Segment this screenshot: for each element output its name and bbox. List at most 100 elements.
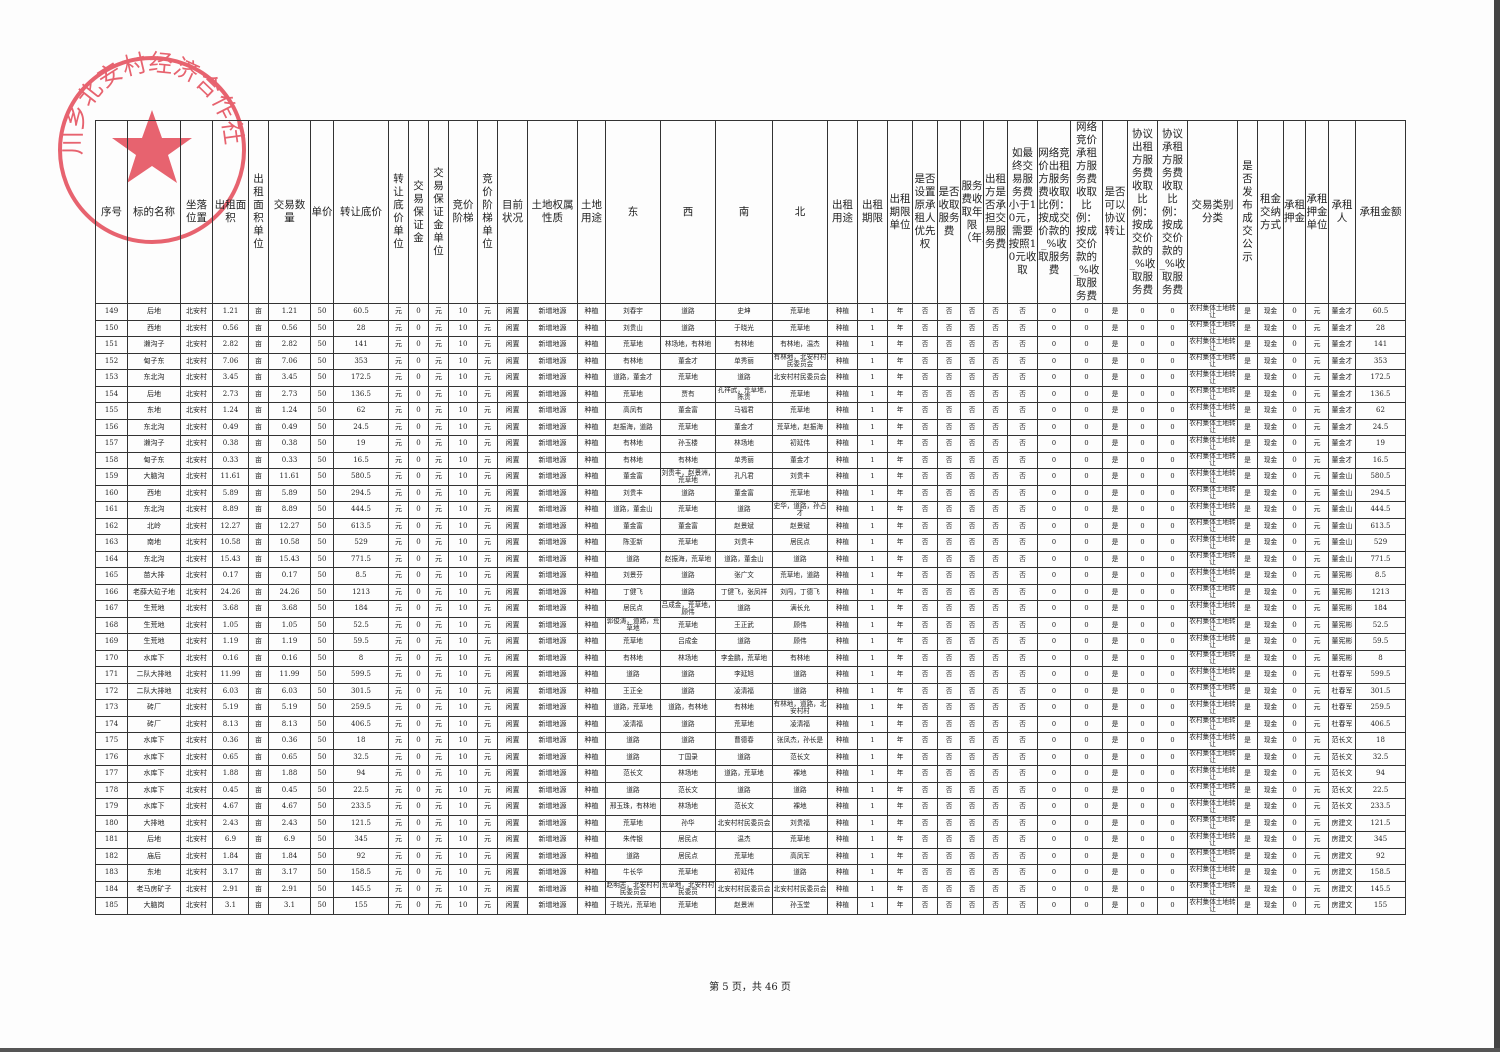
- table-cell: 道路: [772, 864, 828, 882]
- table-cell: 157: [95, 435, 128, 453]
- table-cell: 北安村: [180, 468, 213, 486]
- table-cell: 否: [1007, 699, 1038, 717]
- table-cell: 丁健飞: [605, 583, 661, 601]
- table-cell: 184: [333, 600, 389, 618]
- table-cell: 0: [1037, 484, 1071, 502]
- table-cell: 52.5: [333, 616, 389, 634]
- table-cell: 10: [448, 567, 478, 585]
- table-cell: 亩: [248, 352, 269, 370]
- table-cell: 濑沟子: [127, 435, 181, 453]
- table-cell: 董宪彬: [1328, 567, 1356, 585]
- table-cell: 否: [960, 534, 984, 552]
- table-cell: 现金: [1257, 600, 1284, 618]
- table-cell: 荒草地: [715, 715, 773, 733]
- table-cell: 董金才: [1328, 435, 1356, 453]
- table-cell: 闲置: [497, 831, 528, 849]
- table-cell: 否: [937, 880, 961, 898]
- table-cell: 0: [1157, 814, 1188, 832]
- table-cell: 否: [983, 682, 1008, 700]
- table-cell: 元: [477, 567, 498, 585]
- table-cell: 否: [960, 385, 984, 403]
- table-cell: 元: [388, 880, 409, 898]
- table-row: 163 南地 北安村 10.58 亩 10.58 50 529 元 0 元 10 元闲置 新增地源 种植 陈亚…: [95, 534, 1406, 552]
- table-cell: 613.5: [1355, 517, 1406, 535]
- table-cell: 北安村: [180, 385, 213, 403]
- table-cell: 元: [1305, 616, 1329, 634]
- table-cell: 现金: [1257, 682, 1284, 700]
- table-cell: 0: [1283, 583, 1306, 601]
- table-cell: 10: [448, 600, 478, 618]
- table-cell: 10: [448, 616, 478, 634]
- table-cell: 否: [937, 715, 961, 733]
- table-cell: 0: [408, 534, 429, 552]
- table-cell: 亩: [248, 880, 269, 898]
- table-cell: 2.73: [268, 385, 311, 403]
- table-cell: 满长允: [772, 600, 828, 618]
- table-cell: 0: [1127, 468, 1158, 486]
- table-cell: 是: [1237, 633, 1258, 651]
- table-cell: 新增地源: [527, 847, 578, 865]
- table-cell: 范长文: [1328, 781, 1356, 799]
- table-cell: 50: [310, 303, 334, 321]
- table-cell: 否: [960, 798, 984, 816]
- table-cell: 否: [960, 303, 984, 321]
- table-cell: 否: [960, 748, 984, 766]
- table-cell: 是: [1237, 451, 1258, 469]
- table-cell: 否: [937, 814, 961, 832]
- table-cell: 否: [937, 352, 961, 370]
- table-cell: 农村集体土地转让: [1187, 435, 1238, 453]
- table-cell: 0: [1070, 699, 1103, 717]
- table-cell: 10: [448, 649, 478, 667]
- table-row: 175 水库下 北安村 0.36 亩 0.36 50 18 元 0 元 10 元闲置 新增地源 种植 道路 道路…: [95, 732, 1406, 750]
- table-cell: 0: [1037, 600, 1071, 618]
- table-cell: 0.45: [212, 781, 249, 799]
- table-cell: 新增地源: [527, 831, 578, 849]
- table-cell: 0.38: [212, 435, 249, 453]
- table-cell: 0: [1283, 748, 1306, 766]
- table-cell: 0: [1070, 435, 1103, 453]
- table-cell: 否: [983, 633, 1008, 651]
- table-cell: 0: [1283, 550, 1306, 568]
- table-cell: 0: [1070, 336, 1103, 354]
- table-cell: 6.9: [268, 831, 311, 849]
- table-cell: 种植: [577, 468, 606, 486]
- table-cell: 50: [310, 583, 334, 601]
- table-cell: 元: [428, 748, 449, 766]
- table-cell: 否: [912, 781, 938, 799]
- table-cell: 否: [937, 501, 961, 519]
- table-cell: 大排地: [127, 814, 181, 832]
- table-cell: 种植: [577, 864, 606, 882]
- table-cell: 否: [937, 451, 961, 469]
- table-cell: 现金: [1257, 847, 1284, 865]
- table-cell: 否: [1007, 897, 1038, 915]
- table-cell: 否: [1007, 534, 1038, 552]
- table-cell: 元: [477, 501, 498, 519]
- table-cell: 3.17: [212, 864, 249, 882]
- table-cell: 771.5: [333, 550, 389, 568]
- table-row: 153 东北沟 北安村 3.45 亩 3.45 50 172.5 元 0 元 10 元闲置 新增地源 种植道…: [95, 369, 1406, 387]
- table-cell: 否: [960, 616, 984, 634]
- table-cell: 元: [477, 831, 498, 849]
- table-cell: 否: [983, 319, 1008, 337]
- table-cell: 0: [1070, 897, 1103, 915]
- table-cell: 否: [937, 567, 961, 585]
- table-cell: 种植: [577, 748, 606, 766]
- table-cell: 1: [857, 781, 888, 799]
- table-cell: 1.24: [268, 402, 311, 420]
- table-cell: 否: [937, 633, 961, 651]
- table-cell: 元: [1305, 880, 1329, 898]
- table-cell: 道路: [660, 567, 716, 585]
- column-header: 东: [605, 120, 661, 304]
- table-cell: 种植: [827, 847, 858, 865]
- column-header: 土地用途: [577, 120, 606, 304]
- table-cell: 农村集体土地转让: [1187, 402, 1238, 420]
- table-cell: 房建文: [1328, 814, 1356, 832]
- table-cell: 现金: [1257, 385, 1284, 403]
- table-cell: 种植: [577, 682, 606, 700]
- table-cell: 0: [1070, 666, 1103, 684]
- table-cell: 1: [857, 319, 888, 337]
- table-cell: 闲置: [497, 418, 528, 436]
- table-cell: 元: [428, 583, 449, 601]
- table-cell: 种植: [827, 765, 858, 783]
- table-row: 159 大脑沟 北安村 11.61 亩 11.61 50 580.5 元 0 元 10 元闲置 新增地源种…: [95, 468, 1406, 486]
